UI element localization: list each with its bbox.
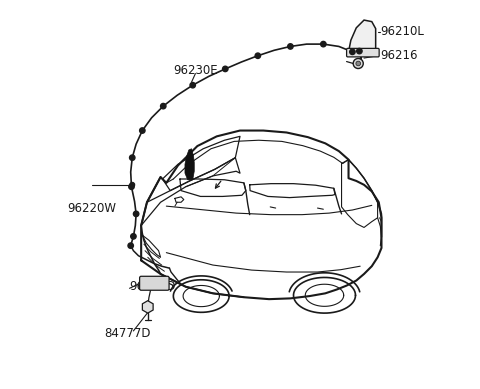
Circle shape [131, 234, 136, 239]
Circle shape [160, 103, 166, 109]
Circle shape [357, 48, 362, 54]
Circle shape [356, 61, 360, 66]
Polygon shape [348, 20, 376, 52]
Circle shape [223, 66, 228, 72]
Polygon shape [143, 301, 153, 313]
Text: 84777D: 84777D [104, 327, 151, 340]
Text: 96216: 96216 [380, 49, 418, 62]
Circle shape [353, 58, 363, 68]
Circle shape [128, 243, 133, 249]
Polygon shape [185, 149, 194, 180]
Circle shape [140, 128, 145, 133]
Text: 96210L: 96210L [380, 25, 424, 38]
Circle shape [129, 184, 134, 189]
Circle shape [255, 53, 261, 58]
Circle shape [130, 182, 134, 187]
FancyBboxPatch shape [140, 276, 169, 290]
Text: 96240D: 96240D [130, 280, 176, 293]
Circle shape [190, 82, 195, 88]
Circle shape [350, 49, 355, 54]
Circle shape [130, 155, 135, 160]
Circle shape [321, 41, 326, 47]
Circle shape [133, 211, 139, 217]
Circle shape [288, 44, 293, 49]
Text: 96230E: 96230E [173, 64, 218, 77]
Text: 96220W: 96220W [68, 202, 117, 215]
FancyBboxPatch shape [347, 48, 379, 57]
